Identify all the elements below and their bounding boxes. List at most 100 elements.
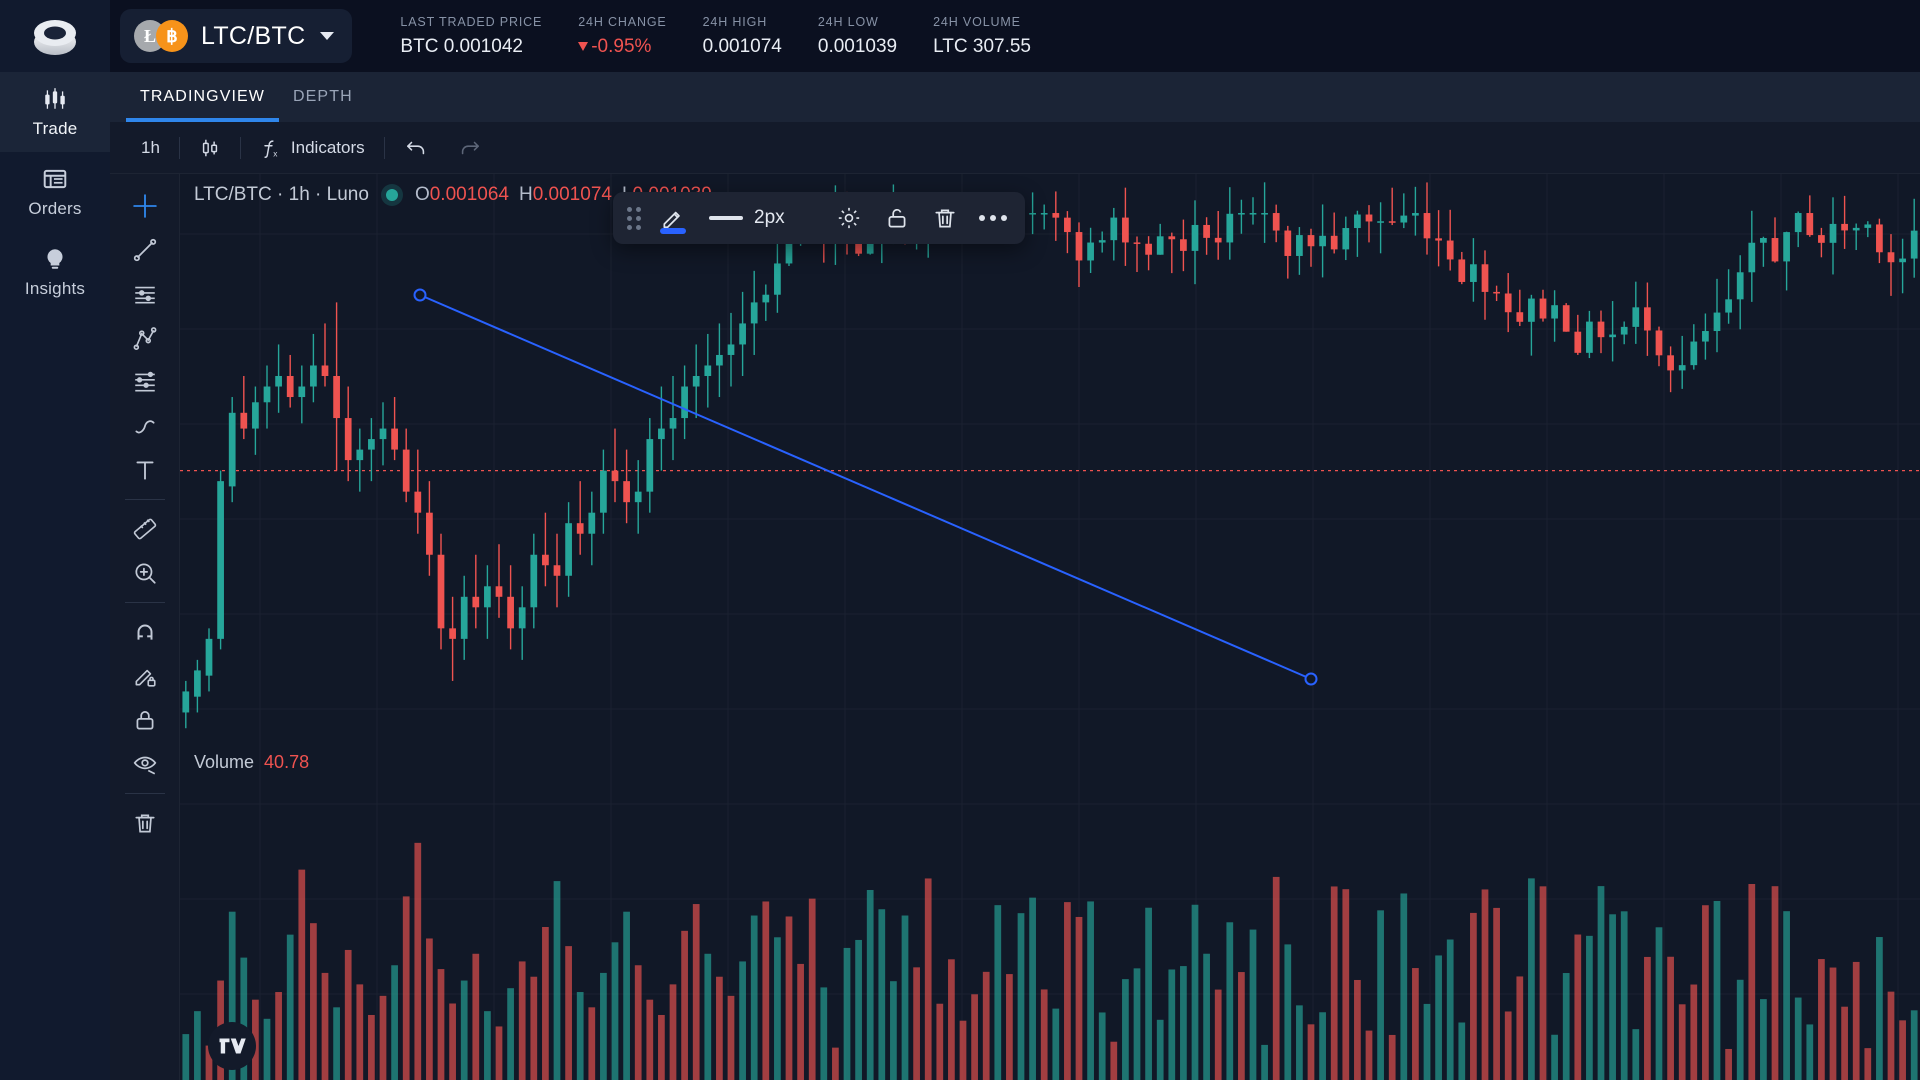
chevron-down-icon [320,32,335,40]
ohlc-open: O0.001064 [414,184,509,205]
ohlc-high: H0.001074 [518,184,612,205]
chart-toolbar: 1h x Indicators [110,122,1920,174]
text-tool-icon [135,461,154,480]
sidebar-item-trade[interactable]: Trade [0,72,110,152]
arrow-down-icon [578,42,589,51]
tool-eye-hide[interactable] [122,742,168,786]
stat-label: 24H HIGH [702,14,768,29]
trash-icon [935,209,955,228]
interval-selector[interactable]: 1h [128,130,173,166]
toolbar-divider [239,136,241,159]
line-color-button[interactable] [651,198,695,238]
pencil-color-icon [663,211,680,229]
pair-name: LTC/BTC [201,21,306,50]
stat-24h-volume: 24H VOLUME LTC 307.55 [915,15,1049,58]
more-options-button[interactable] [971,198,1015,238]
line-thickness-button[interactable]: 2px [699,207,795,229]
pencil-lock-icon [135,669,156,687]
chart-canvas[interactable]: LTC/BTC · 1h · Luno O0.001064 H0.001074 … [180,174,1920,1080]
stat-last-traded-price: LAST TRADED PRICE BTC 0.001042 [382,15,560,58]
stat-label: 24H CHANGE [578,14,667,29]
tool-zoom-in[interactable] [122,551,168,595]
trend-line-icon [133,238,156,262]
drawing-properties-toolbar[interactable]: 2px [613,192,1025,244]
stat-value: -0.95% [591,35,652,57]
settings-button[interactable] [827,198,871,238]
tool-fib-retracement[interactable] [122,360,168,404]
drawing-tools-rail [110,174,180,1080]
main-column: Ł ฿ LTC/BTC LAST TRADED PRICE BTC 0.0010… [110,0,1920,1080]
thick-line-preview [709,216,743,220]
tradingview-icon [219,1038,246,1054]
tab-depth[interactable]: DEPTH [279,72,367,122]
list-table-icon [43,169,67,188]
undo-button[interactable] [391,130,443,166]
indicators-button[interactable]: x Indicators [247,130,378,166]
chart-type-button[interactable] [186,130,234,166]
redo-arrow-icon [461,141,479,154]
market-pair-selector[interactable]: Ł ฿ LTC/BTC [120,9,353,63]
chart-legend-title: LTC/BTC · 1h · Luno [194,184,369,205]
stat-label: LAST TRADED PRICE [400,14,543,29]
unlock-icon [888,208,906,228]
toolbar-divider [178,136,180,159]
redo-button[interactable] [443,130,495,166]
stat-24h-low: 24H LOW 0.001039 [800,15,915,58]
undo-arrow-icon [406,141,424,154]
tool-lock[interactable] [122,698,168,742]
lock-button[interactable] [875,198,919,238]
lock-icon [136,711,153,730]
tool-trend-line[interactable] [122,228,168,272]
interval-label: 1h [141,137,160,157]
gear-icon [838,207,859,229]
color-swatch [660,228,686,234]
green-dot-icon [380,184,403,206]
price-chart-svg [180,174,1920,1080]
sidebar-item-orders[interactable]: Orders [0,152,110,232]
stat-value: BTC 0.001042 [400,35,523,57]
sidebar-item-insights-label: Insights [24,278,86,298]
drag-grip-icon[interactable] [623,198,645,238]
tool-pitchfork[interactable] [122,316,168,360]
ruler-measure-icon [133,518,156,540]
delete-button[interactable] [923,198,967,238]
tool-pencil-lock[interactable] [122,654,168,698]
trash-icon [134,814,155,833]
sidebar-item-orders-label: Orders [28,198,82,218]
tool-text[interactable] [122,448,168,492]
candlestick-icon [202,139,218,156]
volume-legend: Volume 40.78 [194,752,309,773]
tool-magnet[interactable] [122,610,168,654]
stat-24h-high: 24H HIGH 0.001074 [685,15,800,58]
stat-value: 0.001039 [817,35,898,57]
tool-ruler[interactable] [122,507,168,551]
stat-value-wrap: -0.95% [578,36,666,58]
tab-label: DEPTH [293,88,353,105]
pair-coin-icons: Ł ฿ [134,20,188,52]
sidebar-item-insights[interactable]: Insights [0,232,110,312]
thickness-label: 2px [754,207,785,228]
tool-crosshair[interactable] [122,184,168,228]
chart-tabs: TRADINGVIEW DEPTH [110,72,1920,122]
rail-divider [124,499,165,500]
stat-value: LTC 307.55 [933,35,1032,57]
fx-icon: x [264,139,278,158]
sidebar-item-trade-label: Trade [32,118,78,138]
tradingview-logo-badge[interactable] [208,1022,256,1070]
horizontal-lines-icon [134,286,155,304]
rail-divider [124,602,165,603]
market-stats: LAST TRADED PRICE BTC 0.001042 24H CHANG… [382,15,1049,58]
tool-remove-drawings[interactable] [122,801,168,845]
volume-label: Volume [194,752,255,772]
stat-label: 24H VOLUME [933,14,1021,29]
tool-curve-shape[interactable] [122,404,168,448]
tool-horizontal-lines[interactable] [122,272,168,316]
app-logo[interactable] [0,0,110,72]
stat-value: 0.001074 [702,35,782,57]
luno-ring-logo [34,20,76,55]
tab-label: TRADINGVIEW [140,88,265,105]
svg-text:x: x [273,149,278,158]
tab-tradingview[interactable]: TRADINGVIEW [126,72,279,122]
zoom-in-icon [134,563,156,584]
